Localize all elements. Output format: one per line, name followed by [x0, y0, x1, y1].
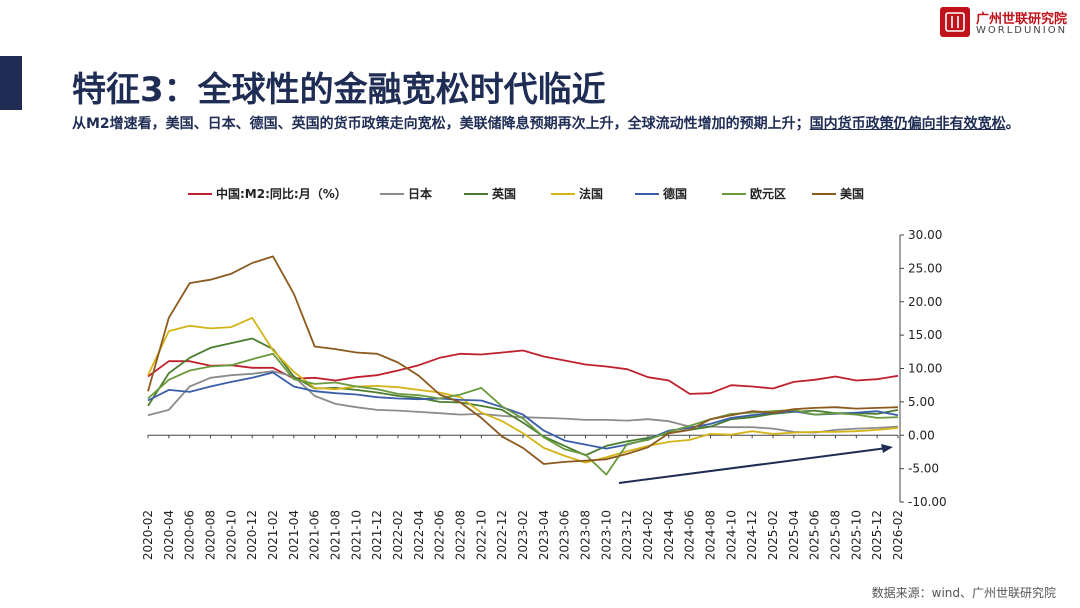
series-line-2: [147, 370, 899, 434]
y-tick-label: 5.00: [908, 395, 935, 409]
x-tick-label: 2024-10: [724, 510, 738, 560]
data-source: 数据来源：wind、广州世联研究院: [871, 586, 1056, 600]
x-tick-label: 2023-02: [516, 510, 530, 560]
x-tick-label: 2023-10: [599, 510, 613, 560]
y-tick-label: -5.00: [908, 462, 939, 476]
legend-label-2: 日本: [408, 186, 432, 201]
x-tick-label: 2023-04: [537, 510, 551, 560]
subtitle-link: 国内货币政策仍偏向非有效宽松: [809, 116, 1006, 132]
x-tick-label: 2020-12: [245, 510, 259, 560]
trend-arrow-shaft: [618, 447, 888, 484]
trend-arrow-head: [881, 444, 893, 453]
x-tick-label: 2025-08: [829, 510, 843, 560]
x-tick-label: 2020-08: [204, 510, 218, 560]
chart-legend: 中国:M2:同比:月（%） 日本 英国 法国 德国 欧元区 美国: [188, 186, 864, 201]
x-tick-label: 2024-06: [683, 510, 697, 560]
page-subtitle: 从M2增速看，美国、日本、德国、英国的货币政策走向宽松，美联储降息预期再次上升，…: [72, 114, 1032, 134]
y-tick-label: 20.00: [908, 295, 942, 309]
chart-axes: 30.00 25.00 20.00 15.00 10.00 5.00 0.00 -5.00 -1…: [141, 228, 947, 560]
x-tick-label: 2022-04: [412, 510, 426, 560]
y-tick-label: 25.00: [908, 261, 942, 275]
legend-label-3: 英国: [492, 186, 516, 201]
x-tick-label: 2023-08: [579, 510, 593, 560]
x-tick-label: 2022-06: [433, 510, 447, 560]
x-tick-label: 2021-08: [329, 510, 343, 560]
x-tick-label: 2020-02: [141, 510, 155, 560]
logo-mark-icon: [940, 7, 970, 37]
x-tick-label: 2022-02: [391, 510, 405, 560]
x-tick-label: 2025-04: [787, 510, 801, 560]
series-line-4: [147, 316, 899, 464]
x-tick-label: 2021-06: [308, 510, 322, 560]
x-tick-label: 2020-04: [162, 510, 176, 560]
series-line-1: [147, 349, 899, 395]
x-tick-label: 2021-10: [349, 510, 363, 560]
series-line-7: [147, 255, 899, 465]
x-tick-label: 2022-08: [454, 510, 468, 560]
y-tick-label: 30.00: [908, 228, 942, 242]
logo-cn-text: 广州世联研究院: [976, 12, 1068, 27]
subtitle-end: 。: [1005, 116, 1020, 132]
x-tick-label: 2024-08: [704, 510, 718, 560]
x-tick-label: 2025-10: [849, 510, 863, 560]
legend-label-5: 德国: [663, 186, 687, 201]
x-tick-label: 2021-02: [266, 510, 280, 560]
x-tick-label: 2022-10: [474, 510, 488, 560]
x-tick-label: 2021-04: [287, 510, 301, 560]
title-accent-bar: [0, 56, 22, 110]
subtitle-main: 从M2增速看，美国、日本、德国、英国的货币政策走向宽松，美联储降息预期再次上升，…: [72, 116, 810, 132]
x-tick-label: 2025-06: [808, 510, 822, 560]
x-tick-label: 2025-12: [870, 510, 884, 560]
x-tick-label: 2024-04: [662, 510, 676, 560]
x-tick-label: 2025-02: [766, 510, 780, 560]
legend-label-1: 中国:M2:同比:月（%）: [216, 186, 347, 201]
y-tick-label: 0.00: [908, 428, 935, 442]
x-tick-label: 2024-02: [641, 510, 655, 560]
x-tick-label: 2023-12: [620, 510, 634, 560]
y-tick-label: 10.00: [908, 362, 942, 376]
x-tick-label: 2024-12: [745, 510, 759, 560]
x-tick-label: 2022-12: [495, 510, 509, 560]
x-tick-label: 2020-06: [183, 510, 197, 560]
y-tick-label: -10.00: [908, 495, 947, 509]
legend-label-4: 法国: [579, 186, 603, 201]
y-tick-label: 15.00: [908, 328, 942, 342]
logo-en-text: WORLDUNION: [976, 25, 1068, 36]
chart-series: [147, 255, 899, 476]
series-line-6: [147, 352, 899, 476]
legend-label-6: 欧元区: [750, 186, 786, 201]
legend-label-7: 美国: [840, 186, 864, 201]
x-tick-label: 2026-02: [891, 510, 905, 560]
page-title: 特征3：全球性的金融宽松时代临近: [72, 70, 606, 110]
chart-annotation: [618, 444, 893, 484]
x-tick-label: 2023-06: [558, 510, 572, 560]
x-tick-label: 2021-12: [370, 510, 384, 560]
x-tick-label: 2020-10: [224, 510, 238, 560]
company-logo: 广州世联研究院 WORLDUNION: [940, 4, 1070, 40]
